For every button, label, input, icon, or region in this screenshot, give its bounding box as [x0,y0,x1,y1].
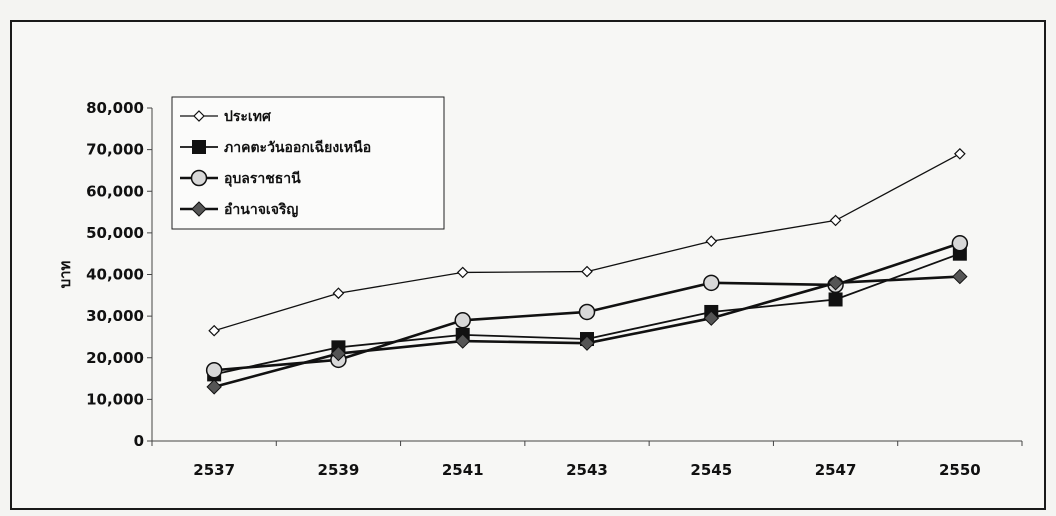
legend-marker [191,201,207,217]
data-point [954,147,966,160]
data-point [952,268,968,285]
legend-label: ประเทศ [224,109,272,125]
data-point [827,275,844,291]
y-tick-label: 40,000 [86,266,144,284]
axes: 0 10,000 20,000 30,000 40,000 50,000 60,000 70,… [56,99,1023,479]
x-tick-label: 2545 [690,461,732,479]
data-point [703,310,719,326]
line-chart: 0 10,000 20,000 30,000 40,000 50,000 60,000 70,… [56,96,1023,479]
data-point [330,345,347,362]
data-point [208,324,220,337]
legend: ประเทศภาคตะวันออกเฉียงเหนืออุบลราชธานีอำ… [171,96,445,230]
data-point [332,287,345,300]
legend-item: ภาคตะวันออกเฉียงเหนือ [180,140,371,156]
legend-box [171,96,445,230]
legend-marker [190,169,208,187]
data-point [951,235,969,252]
data-point [578,303,596,321]
x-tick-label: 2550 [939,461,981,479]
y-tick-label: 60,000 [86,182,144,200]
series-1 [208,147,966,337]
legend-label: อำนาจเจริญ [224,202,298,218]
series-3 [205,235,969,379]
y-tick-label: 0 [134,432,144,450]
data-point [703,274,720,292]
x-tick-label: 2541 [442,461,484,479]
legend-item: อุบลราชธานี [180,169,301,187]
series-line [213,275,960,389]
legend-label: อุบลราชธานี [224,171,301,187]
data-point [581,265,593,278]
y-axis-title: บาท [56,260,74,288]
legend-marker [193,110,205,122]
data-point [455,333,471,349]
x-tick-label: 2537 [193,461,235,479]
data-point [705,235,718,248]
series-group [205,147,969,395]
legend-item: ประเทศ [180,109,272,125]
data-point [829,214,842,227]
legend-item: อำนาจเจริญ [180,201,298,218]
data-point [206,379,222,395]
chart-frame: 0 10,000 20,000 30,000 40,000 50,000 60,000 70,… [10,20,1046,510]
data-point [454,312,471,329]
series-4 [206,268,968,395]
y-tick-label: 50,000 [86,224,144,242]
y-tick-label: 70,000 [86,141,144,159]
data-point [828,292,843,307]
data-point [205,361,223,379]
x-tick-label: 2547 [815,461,857,479]
x-tick-label: 2543 [566,461,608,479]
legend-marker [192,140,206,154]
y-tick-label: 10,000 [86,390,144,408]
y-tick-label: 80,000 [86,99,144,117]
legend-label: ภาคตะวันออกเฉียงเหนือ [224,140,371,156]
y-tick-label: 30,000 [86,307,144,325]
x-tick-label: 2539 [318,461,360,479]
y-tick-label: 20,000 [86,349,144,367]
data-point [579,335,595,351]
data-point [456,266,469,279]
